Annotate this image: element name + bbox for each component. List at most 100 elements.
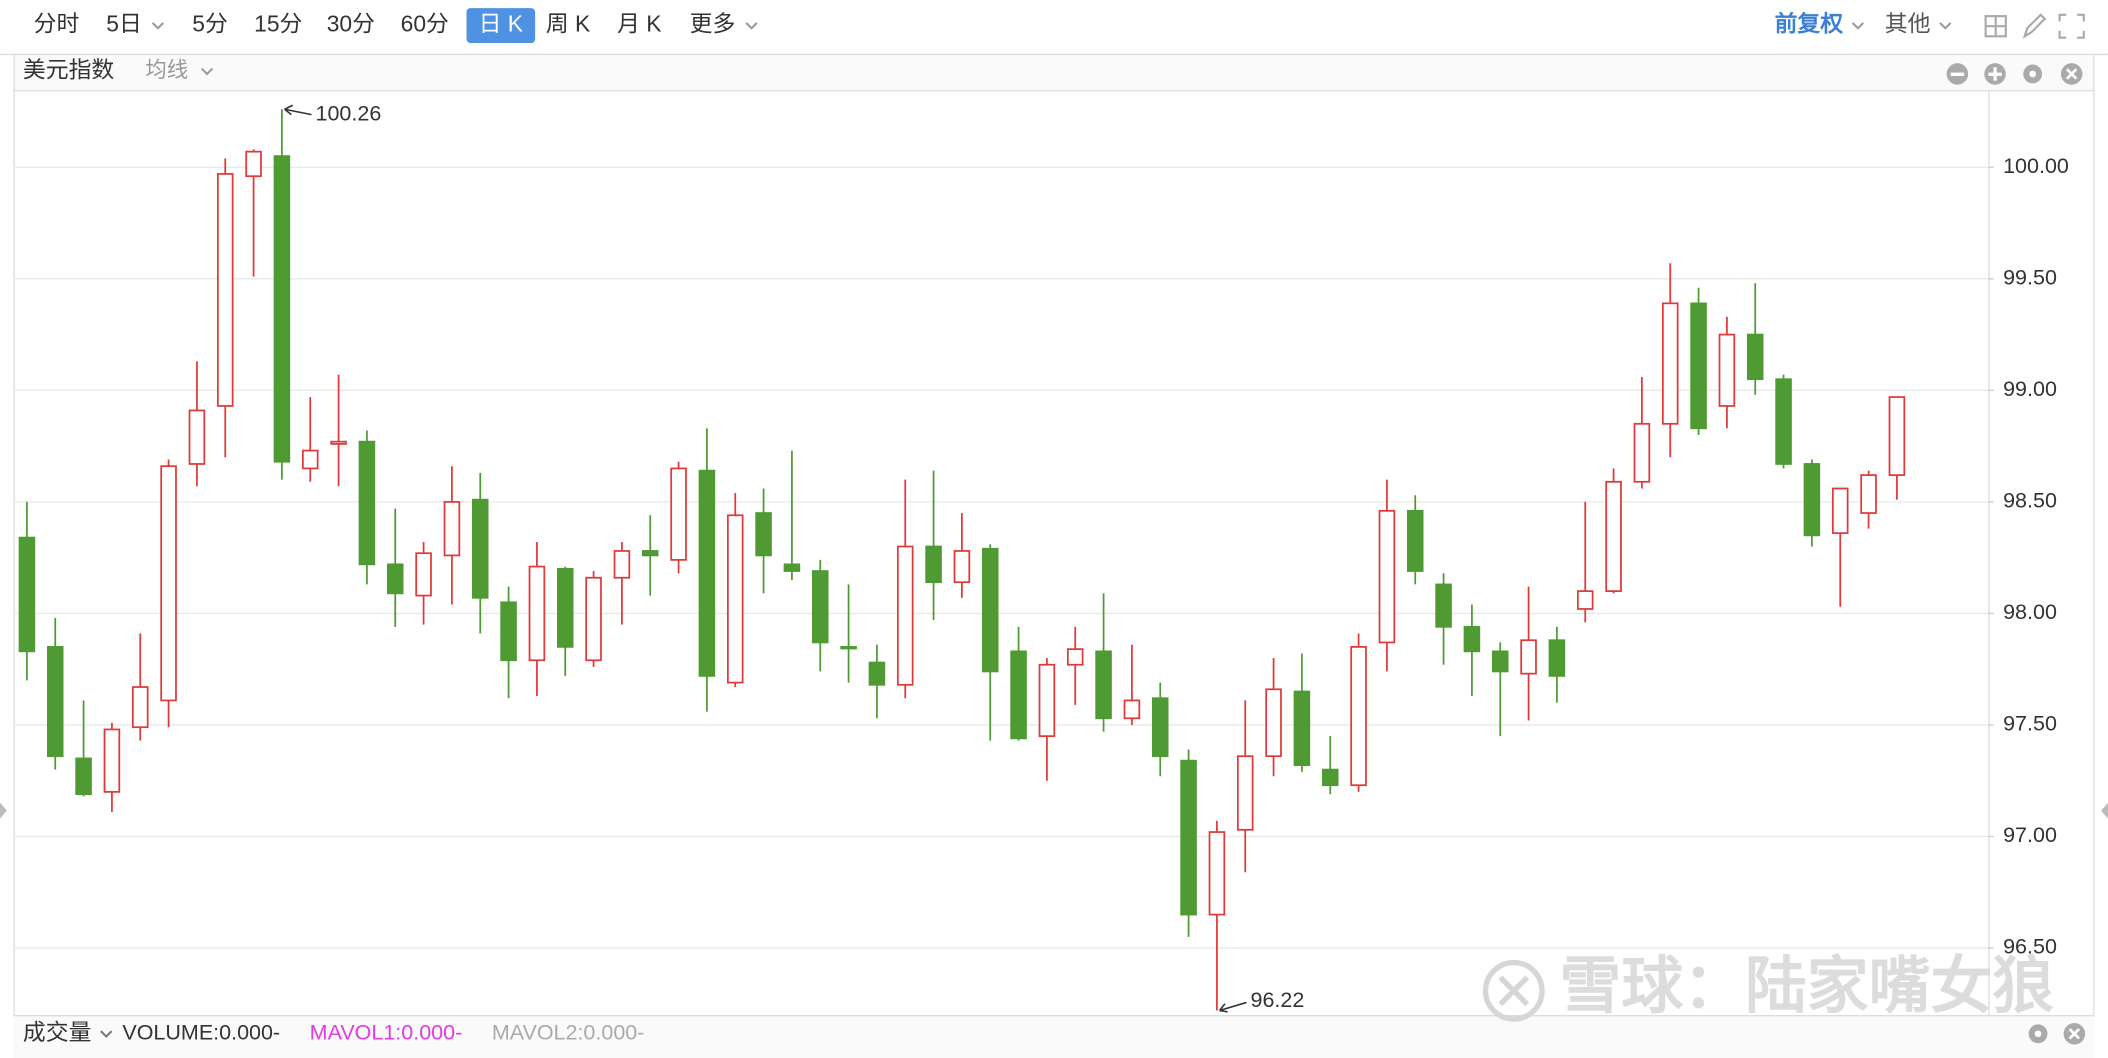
volume-title[interactable]: 成交量 [23,1019,92,1045]
y-tick-label: 97.00 [2003,823,2057,847]
candle-body [1066,648,1084,666]
candle-body [1690,302,1707,430]
draw-icon[interactable] [2022,13,2047,39]
candle-body [160,465,177,702]
menu-select[interactable]: 其他 [1885,11,1931,37]
candle-body [613,550,631,579]
candle-body [726,514,744,684]
panel-icons [1946,63,2086,1045]
active-tab-bg [466,8,536,44]
volume-legend: MAVOL2:0.000- [492,1020,645,1044]
period-tab[interactable]: 5分 [192,11,228,37]
period-tab[interactable]: 60分 [401,11,449,37]
candle-body [1491,650,1509,673]
candle-body [443,501,461,557]
fullscreen-icon[interactable] [2058,13,2085,39]
candle-body [1095,650,1112,720]
candle-body [1038,663,1056,738]
chevron [1939,22,1952,30]
candle-body [840,646,857,650]
candle-body [103,728,121,793]
min-label: 96.22 [1251,988,1305,1012]
candle-body [131,686,149,729]
period-tab[interactable]: 月 K [617,11,661,37]
candle-body [1803,463,1821,537]
chevron [151,22,165,30]
max-arrow [284,104,312,116]
y-tick-label: 100.00 [2003,154,2069,178]
candle-body [1208,831,1226,916]
candle-body [415,552,432,597]
chevron [1851,22,1864,30]
period-tab[interactable]: 周 K [546,11,590,37]
candle-body [386,563,404,595]
candle-body [216,173,234,407]
candle-body [1378,509,1396,644]
candle-body [1633,422,1651,483]
candle-body [1321,768,1339,787]
max-label: 100.26 [316,101,382,125]
candle-body [641,550,659,557]
period-tab[interactable]: 更多 [690,11,736,37]
min-arrow [1218,1001,1247,1013]
y-tick-label: 99.50 [2003,265,2057,289]
scroll-right[interactable] [2101,802,2108,819]
y-tick-label: 98.50 [2003,489,2057,513]
candle-body [1888,396,1906,476]
candle-body [953,550,971,584]
y-tick-label: 96.50 [2003,935,2057,959]
candle-body [1350,646,1367,787]
scroll-left[interactable] [0,802,7,819]
candle-body [811,570,829,644]
candle-body [1406,509,1424,572]
candle-body [273,155,291,463]
toolbar-icons [1984,13,2085,39]
candle-body [925,545,942,584]
candle-body [1123,699,1141,720]
candle-body [245,150,262,178]
candle-body [1520,639,1537,675]
candle-body [1265,688,1282,758]
candle-body [1151,697,1169,758]
candle-body [1180,759,1197,916]
candle-body [1548,639,1566,677]
candle-body [75,757,92,796]
menu-select[interactable]: 前复权 [1775,11,1844,37]
subheader-bg [13,55,2095,92]
candle-body [188,409,206,465]
indicator-select[interactable]: 均线 [145,58,188,82]
gear-hole [2034,1030,2042,1038]
period-tab[interactable]: 分时 [34,11,80,37]
candle-body [755,512,772,557]
y-tick-label: 98.00 [2003,600,2057,624]
chevron [200,67,214,76]
candle-body [981,547,999,673]
period-tab[interactable]: 30分 [327,11,375,37]
layout-glyph [1985,16,2006,37]
period-tab[interactable]: 15分 [254,11,302,37]
candle-body [471,498,489,599]
volume-legend: VOLUME:0.000- [122,1020,280,1044]
logo-ring [1482,959,1545,1022]
candle-body [358,440,376,566]
period-tab[interactable]: 5日 [106,11,142,37]
close-glyph [2066,68,2078,80]
candle-body [1435,583,1452,628]
candle-body [1775,378,1792,465]
gear-hole [2029,70,2037,78]
candle-body [698,469,716,677]
period-tab[interactable]: 日 K [479,11,523,37]
volume-bar-bg [13,1014,2095,1058]
candle-body [1293,690,1311,767]
candle-body [1576,590,1594,610]
candle-body [1236,755,1254,831]
candle-body [500,601,517,662]
close-glyph [2068,1028,2081,1040]
candle-body [1718,333,1736,407]
volume-legend: MAVOL1:0.000- [310,1020,463,1044]
logo-mark [1498,975,1530,1007]
candle-body [1463,625,1481,653]
